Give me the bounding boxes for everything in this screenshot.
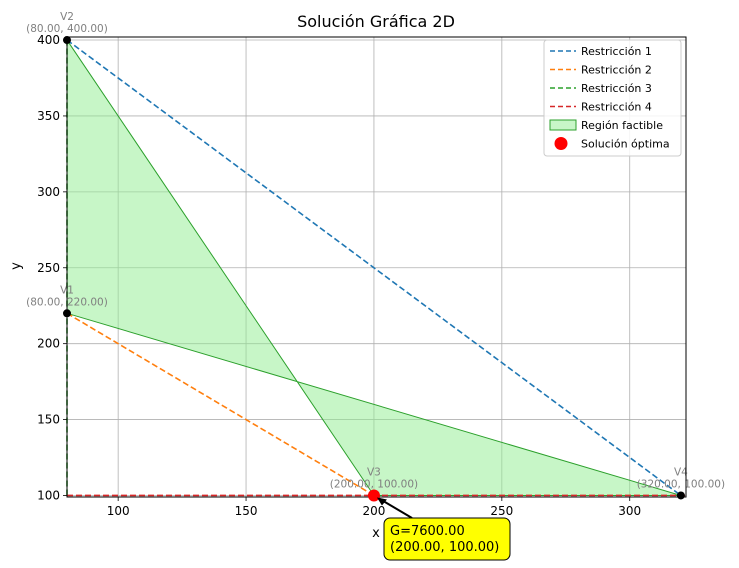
legend-3-label: Restricción 4 [581,101,652,114]
series-line-restriccion-2 [66,312,375,497]
y-tick-label: 400 [37,33,60,47]
legend-5-swatch [554,137,568,150]
legend-5-label: Solución óptima [581,138,670,151]
axis-ticks: 100 150 200 250 300 100 150 200 250 300 350 400 [37,33,641,518]
y-tick-label: 150 [37,413,60,427]
vertex-label-v3: V3 [367,466,381,478]
vertex-point-v4 [676,491,685,500]
y-tick-label: 300 [37,185,60,199]
x-axis-label: x [372,526,380,541]
vertex-coords-v3: (200.00, 100.00) [330,478,418,490]
vertex-label-v4: V4 [674,466,688,478]
legend-1-label: Restricción 2 [581,64,652,77]
annotation-arrow-head [376,497,387,506]
vertex-coords-v2: (80.00, 400.00) [26,23,108,35]
annotation-layer: G=7600.00(200.00, 100.00) [367,489,511,561]
legend-box [543,39,682,157]
annotation-box [383,517,511,561]
x-tick-label: 300 [618,504,641,518]
legend: Restricción 1 Restricción 2 Restricción 3 R… [543,39,682,157]
x-tick-label: 100 [107,504,130,518]
vertex-coords-v4: (320.00, 100.00) [637,478,725,490]
x-tick-label: 150 [235,504,258,518]
y-tick-label: 100 [37,488,60,502]
legend-0-label: Restricción 1 [581,45,652,58]
legend-4-swatch [549,119,577,131]
vertex-label-v2: V2 [60,11,74,23]
optimal-point [367,489,380,502]
legend-4-label: Región factible [581,119,663,132]
annotation-optimal-coords: (200.00, 100.00) [390,540,499,555]
y-tick-label: 200 [37,337,60,351]
series-line-restriccion-1 [66,39,682,497]
legend-2-label: Restricción 3 [581,82,652,95]
vertex-layer: V1(80.00, 220.00)V2(80.00, 400.00)V3(200… [26,11,725,500]
chart-title: Solución Gráfica 2D [297,12,455,31]
y-axis-label: y [9,262,24,270]
x-tick-label: 200 [362,504,385,518]
y-tick-label: 250 [37,261,60,275]
x-tick-label: 250 [490,504,513,518]
annotation-objective-value: G=7600.00 [390,524,465,539]
y-tick-label: 350 [37,109,60,123]
